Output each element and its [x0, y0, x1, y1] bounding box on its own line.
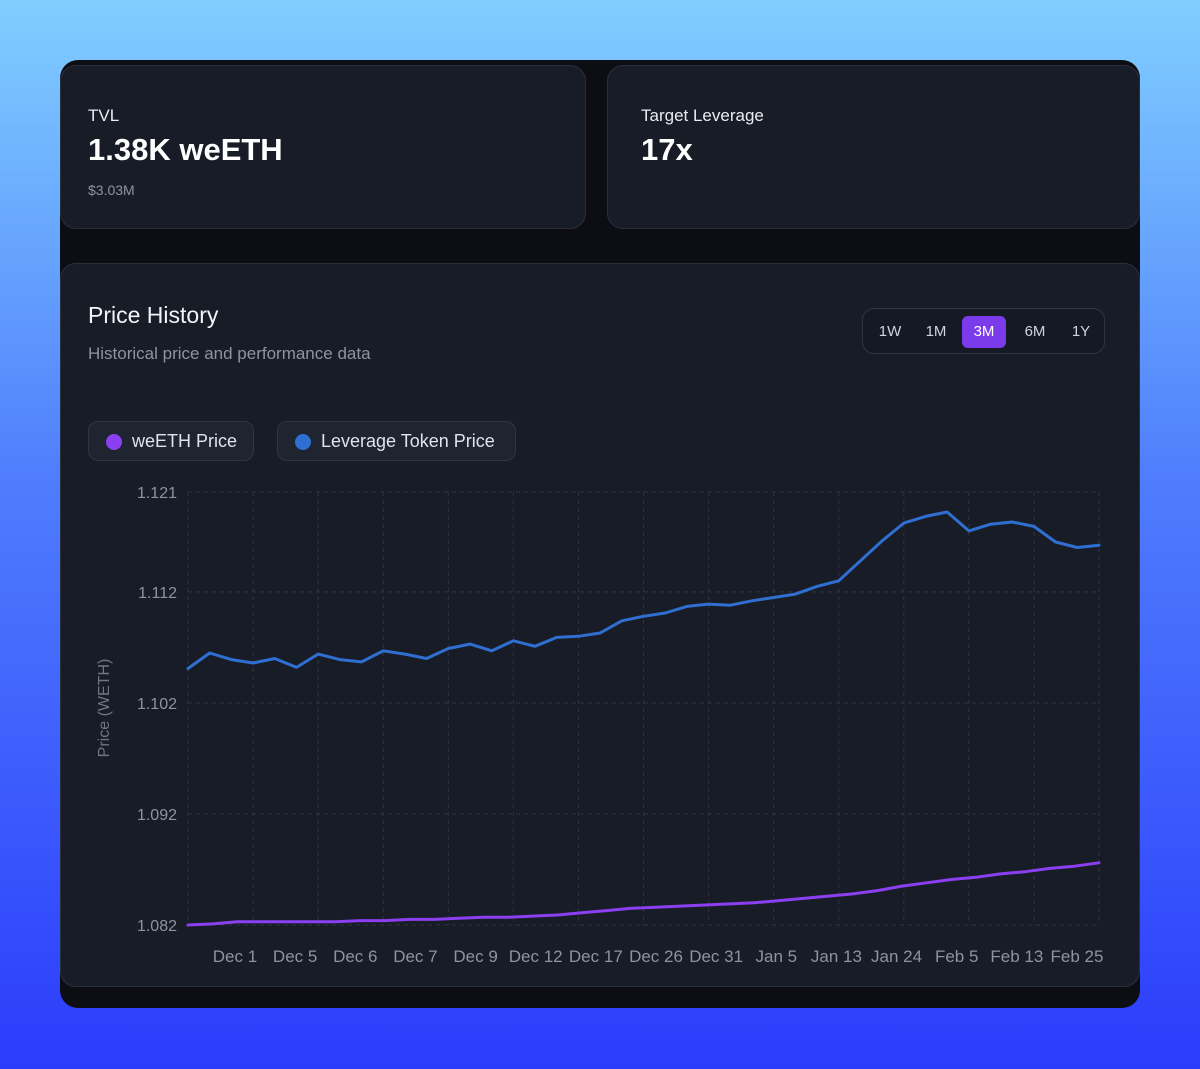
price-history-card: Price History Historical price and perfo…	[60, 263, 1140, 987]
x-tick-label: Dec 26	[629, 947, 683, 966]
tvl-value: 1.38K weETH	[88, 132, 283, 167]
price-chart: 1.121 1.112 1.102 1.092 1.082 Dec 1 Dec 5 Dec 6…	[96, 485, 1104, 966]
legend-weeth-dot	[106, 434, 122, 450]
range-button-1w[interactable]: 1W	[878, 323, 902, 340]
x-tick-label: Jan 24	[871, 947, 922, 966]
range-button-6m[interactable]: 6M	[1024, 323, 1046, 340]
x-tick-label: Dec 1	[213, 947, 257, 966]
x-tick-label: Feb 13	[990, 947, 1043, 966]
target-leverage-card: Target Leverage 17x	[607, 65, 1140, 229]
legend-weeth-price[interactable]: weETH Price	[88, 421, 254, 461]
x-tick-label: Dec 7	[393, 947, 437, 966]
range-button-1y[interactable]: 1Y	[1071, 323, 1091, 340]
range-button-1m[interactable]: 1M	[925, 323, 947, 340]
range-button-3m[interactable]: 3M	[962, 316, 1006, 348]
target-leverage-label: Target Leverage	[641, 106, 764, 125]
x-tick-label: Jan 13	[811, 947, 862, 966]
x-tick-label: Dec 5	[273, 947, 317, 966]
target-leverage-value: 17x	[641, 132, 693, 167]
y-tick-label: 1.112	[138, 585, 177, 602]
weeth-price-line	[186, 861, 1101, 927]
x-tick-label: Dec 12	[509, 947, 563, 966]
x-tick-label: Feb 25	[1051, 947, 1104, 966]
time-range-selector: 1W 1M 3M 6M 1Y	[862, 308, 1105, 354]
x-tick-label: Feb 5	[935, 947, 978, 966]
legend-leverage-dot	[295, 434, 311, 450]
chart-title: Price History	[88, 302, 219, 328]
x-tick-label: Dec 9	[453, 947, 497, 966]
x-tick-label: Jan 5	[755, 947, 797, 966]
legend-weeth-label: weETH Price	[132, 431, 238, 451]
app-frame: TVL 1.38K weETH $3.03M Target Leverage 1…	[60, 60, 1140, 1008]
chart-subtitle: Historical price and performance data	[88, 344, 371, 363]
y-tick-label: 1.092	[137, 807, 177, 824]
legend-leverage-token-price[interactable]: Leverage Token Price	[277, 421, 516, 461]
x-tick-label: Dec 6	[333, 947, 377, 966]
tvl-card: TVL 1.38K weETH $3.03M	[60, 65, 586, 229]
legend-leverage-label: Leverage Token Price	[321, 431, 495, 451]
leverage-token-price-line	[186, 510, 1101, 670]
y-tick-label: 1.102	[137, 696, 177, 713]
y-axis-label: Price (WETH)	[96, 659, 113, 758]
tvl-label: TVL	[88, 106, 120, 125]
x-tick-label: Dec 31	[689, 947, 743, 966]
tvl-usd-value: $3.03M	[88, 182, 135, 198]
y-tick-label: 1.121	[137, 485, 177, 502]
y-tick-label: 1.082	[137, 918, 177, 935]
x-tick-label: Dec 17	[569, 947, 623, 966]
